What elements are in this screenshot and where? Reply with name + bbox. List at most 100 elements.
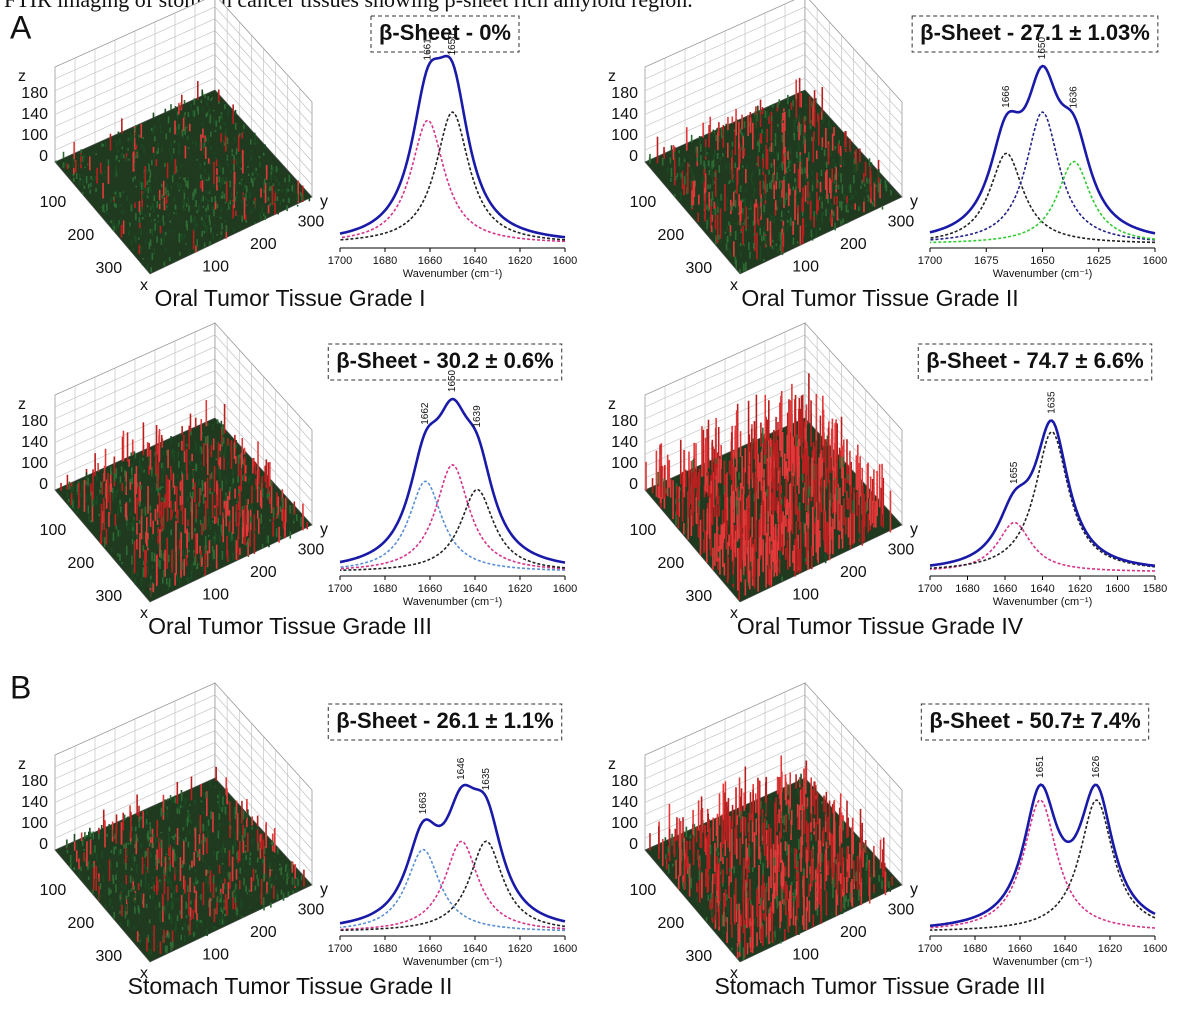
peak-label: 1635 <box>1047 391 1058 414</box>
wall-grid <box>54 393 313 502</box>
x-axis-label: x <box>730 965 738 982</box>
wall-grid <box>54 54 313 162</box>
z-tick-label: 180 <box>21 773 48 790</box>
y-tick-label: 300 <box>888 901 915 918</box>
wall-grid <box>54 42 313 150</box>
z-axis-label: z <box>608 756 616 773</box>
fit-component <box>339 840 566 931</box>
sum-spectrum <box>929 64 1156 235</box>
wall-grid <box>644 730 903 838</box>
wall-grid <box>644 18 903 126</box>
beta-sheet-box <box>920 703 1150 741</box>
beta-sheet-label: β-Sheet - 30.2 ± 0.6% <box>336 348 553 373</box>
z-tick-label: 0 <box>39 836 48 853</box>
y-tick-label: 200 <box>840 924 867 941</box>
panel: β-Sheet - 30.2 ± 0.6%z180140100010020030… <box>18 321 577 639</box>
panel: β-Sheet - 50.7± 7.4%z1801401000100200300… <box>608 681 1167 999</box>
sum-spectrum <box>929 419 1156 568</box>
peak-label: 1636 <box>1069 86 1080 109</box>
wall-grid <box>54 30 313 138</box>
y-tick-label: 300 <box>298 541 325 558</box>
x-tick-label: 200 <box>658 915 685 932</box>
x-tick-label: 100 <box>630 522 657 539</box>
fit-component <box>339 840 566 932</box>
spectrum-tick-label: 1700 <box>918 583 942 595</box>
peak-label: 1639 <box>472 405 483 428</box>
x-tick-label: 100 <box>630 194 657 211</box>
sum-spectrum <box>339 54 566 239</box>
y-axis-label: y <box>320 193 328 210</box>
fit-component <box>929 152 1156 244</box>
z-tick-label: 180 <box>611 85 638 102</box>
y-tick-label: 100 <box>202 259 229 276</box>
beta-sheet-label: β-Sheet - 74.7 ± 6.6% <box>926 348 1143 373</box>
panel: β-Sheet - 27.1 ± 1.03%z18014010001002003… <box>608 0 1167 311</box>
fit-component <box>929 111 1156 241</box>
fit-component <box>339 111 566 241</box>
z-axis-label: z <box>18 756 26 773</box>
spectrum-tick-label: 1700 <box>918 943 942 955</box>
beta-sheet-label: β-Sheet - 50.7± 7.4% <box>929 708 1140 733</box>
spectrum-x-label: Wavenumber (cm⁻¹) <box>993 268 1093 280</box>
spectrum-tick-label: 1700 <box>328 255 352 267</box>
x-axis-label: x <box>140 277 148 294</box>
x-tick-label: 200 <box>658 227 685 244</box>
fit-component <box>929 799 1156 931</box>
z-tick-label: 100 <box>21 127 48 144</box>
beta-sheet-label: β-Sheet - 26.1 ± 1.1% <box>336 708 553 733</box>
wall-grid <box>54 405 313 514</box>
wall-grid <box>54 718 313 826</box>
x-tick-label: 300 <box>95 948 122 965</box>
x-axis-label: x <box>730 277 738 294</box>
wall-grid <box>54 346 313 454</box>
y-axis-label: y <box>910 521 918 538</box>
x-tick-label: 100 <box>40 194 67 211</box>
y-tick-label: 100 <box>792 947 819 964</box>
y-tick-label: 200 <box>840 564 867 581</box>
spectrum-tick-label: 1620 <box>508 943 532 955</box>
panel-title: Oral Tumor Tissue Grade IV <box>737 613 1024 639</box>
beta-sheet-box <box>327 703 563 741</box>
z-tick-label: 100 <box>611 815 638 832</box>
y-axis-label: y <box>910 881 918 898</box>
x-tick-label: 100 <box>40 882 67 899</box>
wall-grid <box>644 30 903 138</box>
wall-grid <box>644 405 903 514</box>
z-axis-label: z <box>608 68 616 85</box>
y-tick-label: 200 <box>840 236 867 253</box>
y-tick-label: 300 <box>888 213 915 230</box>
peak-label: 1635 <box>481 768 492 791</box>
spectrum-tick-label: 1600 <box>1143 943 1167 955</box>
spectrum-tick-label: 1600 <box>1143 255 1167 267</box>
spectrum-tick-label: 1640 <box>463 255 487 267</box>
wall-grid <box>54 753 313 862</box>
z-tick-label: 100 <box>611 127 638 144</box>
wall-grid <box>644 77 903 186</box>
spectrum-x-label: Wavenumber (cm⁻¹) <box>403 268 503 280</box>
spectrum-x-label: Wavenumber (cm⁻¹) <box>403 596 503 608</box>
z-tick-label: 140 <box>21 106 48 123</box>
spectrum-tick-label: 1625 <box>1087 255 1111 267</box>
y-axis-label: y <box>320 521 328 538</box>
x-axis-label: x <box>140 605 148 622</box>
x-tick-label: 300 <box>685 260 712 277</box>
beta-sheet-label: β-Sheet - 27.1 ± 1.03% <box>920 20 1150 45</box>
peak-label: 1655 <box>1009 461 1020 484</box>
peak-label: 1666 <box>1001 85 1012 108</box>
panel-title: Stomach Tumor Tissue Grade II <box>128 973 453 999</box>
spectrum-tick-label: 1620 <box>1098 943 1122 955</box>
z-tick-label: 140 <box>611 106 638 123</box>
wall-grid <box>644 742 903 850</box>
spectrum-tick-label: 1680 <box>955 583 979 595</box>
x-tick-label: 300 <box>685 948 712 965</box>
wall-grid <box>644 358 903 466</box>
spectrum-tick-label: 1620 <box>1068 583 1092 595</box>
x-axis-label: x <box>140 965 148 982</box>
peak-label: 1650 <box>447 33 458 56</box>
wall-grid <box>54 382 313 490</box>
z-axis-label: z <box>608 396 616 413</box>
wall-grid <box>644 694 903 803</box>
spectrum-tick-label: 1600 <box>1105 583 1129 595</box>
panel: β-Sheet - 74.7 ± 6.6%z180140100010020030… <box>608 321 1167 639</box>
